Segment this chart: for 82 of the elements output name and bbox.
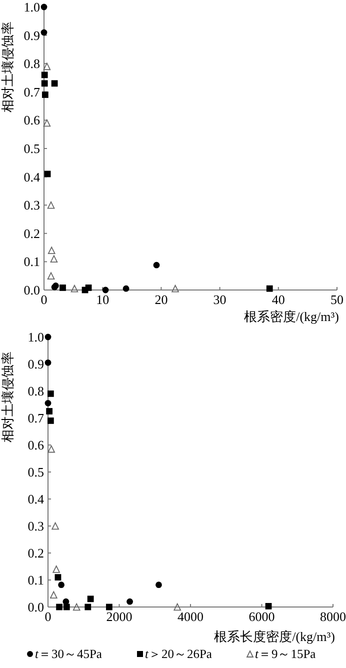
point — [40, 29, 48, 36]
y-tick-label: 0.9 — [28, 356, 44, 372]
y-tick-label: 0.5 — [24, 141, 40, 156]
x-tick-label: 0 — [44, 609, 52, 624]
point — [84, 604, 92, 610]
point — [43, 62, 51, 70]
point — [46, 408, 53, 414]
point — [266, 285, 273, 292]
y-tick-label: 0.3 — [28, 518, 44, 534]
y-tick-label: 0.0 — [24, 282, 40, 298]
point — [41, 72, 48, 78]
x-tick-label: 40 — [272, 292, 285, 307]
x-tick-label: 6000 — [248, 609, 275, 624]
point — [153, 262, 160, 268]
y-tick-label: 0.8 — [28, 384, 44, 398]
x-tick-label: 2000 — [106, 609, 132, 624]
point — [48, 445, 55, 453]
x-axis-title: 根系长度密度/(kg/m³) — [214, 629, 335, 644]
y-tick-label: 0.4 — [24, 169, 40, 184]
x-tick-label: 4000 — [178, 609, 204, 624]
x-axis-title: 根系密度/(kg/m³) — [244, 309, 339, 324]
y-tick-label: 0.4 — [28, 492, 44, 506]
y-tick-label: 0.5 — [28, 464, 44, 480]
point — [42, 92, 48, 98]
x-tick-label: 10 — [96, 292, 110, 307]
y-tick-label: 1.0 — [24, 0, 40, 14]
point — [63, 604, 70, 610]
y-tick-label: 0.8 — [24, 56, 40, 72]
point — [70, 284, 78, 292]
point — [85, 284, 92, 291]
y-tick-label: 0.1 — [28, 572, 44, 588]
y-tick-label: 0.9 — [24, 28, 40, 43]
point — [72, 603, 80, 611]
legend-label: t＞20～26Pa — [145, 647, 212, 661]
y-tick-label: 1.0 — [28, 330, 44, 344]
point — [54, 574, 62, 580]
point — [106, 604, 112, 610]
point — [156, 582, 162, 588]
point — [52, 522, 59, 530]
point — [47, 390, 54, 397]
y-tick-label: 0.2 — [28, 546, 44, 560]
y-tick-label: 0.7 — [28, 410, 44, 426]
point — [52, 566, 60, 573]
y-tick-label: 0.6 — [28, 438, 44, 452]
point — [58, 582, 64, 588]
point — [44, 359, 52, 366]
y-tick-label: 0.2 — [24, 226, 40, 241]
point — [50, 255, 58, 263]
point — [265, 602, 272, 610]
y-axis-title: 相对土壤侵蚀率 — [0, 352, 15, 442]
point — [47, 418, 54, 424]
point — [122, 285, 130, 292]
x-tick-label: 50 — [330, 292, 344, 307]
x-tick-label: 8000 — [320, 609, 346, 624]
y-tick-label: 0.0 — [28, 600, 44, 614]
y-tick-label: 0.3 — [24, 198, 40, 213]
point — [126, 598, 133, 605]
y-tick-label: 0.7 — [24, 84, 40, 100]
point — [41, 80, 48, 87]
point — [102, 286, 109, 294]
point — [47, 201, 55, 209]
x-tick-label: 20 — [154, 292, 168, 307]
point — [44, 400, 52, 406]
y-tick-label: 0.6 — [24, 112, 40, 128]
x-tick-label: 0 — [40, 292, 48, 307]
y-axis-title: 相对土壤侵蚀率 — [0, 22, 15, 112]
legend-label: t＝30～45Pa — [35, 647, 102, 661]
point — [87, 596, 94, 602]
point — [44, 334, 52, 340]
point — [51, 80, 58, 87]
point — [60, 284, 66, 291]
point — [174, 603, 182, 611]
point — [48, 246, 56, 254]
point — [40, 4, 48, 10]
y-tick-label: 0.1 — [24, 254, 40, 270]
point — [172, 284, 179, 292]
legend-label: t＝9～15Pa — [255, 647, 316, 661]
x-tick-label: 30 — [213, 292, 226, 307]
point — [56, 604, 62, 610]
point — [47, 272, 55, 280]
point — [50, 591, 58, 598]
point — [43, 119, 51, 127]
